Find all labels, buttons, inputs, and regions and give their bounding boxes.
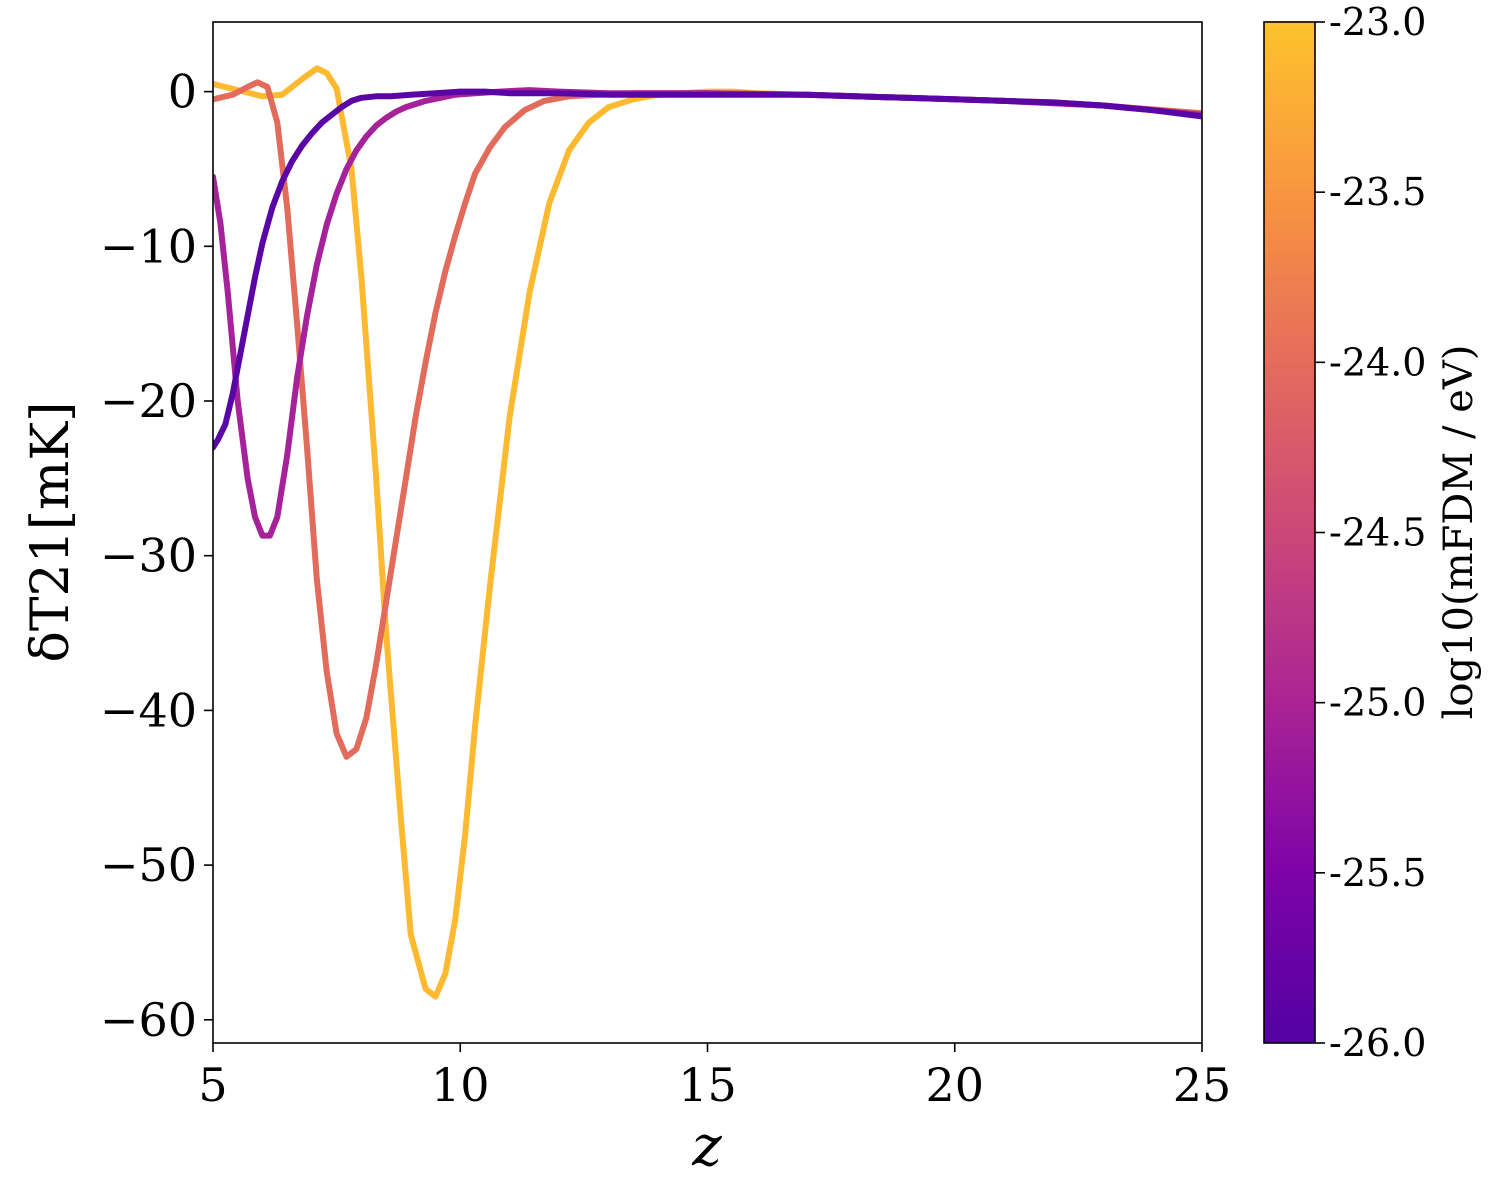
colorbar: -23.0 -23.5 -24.0 -24.5 -25.0 -25.5 -26.0 log1… (1263, 0, 1482, 1065)
colorbar-tick-label: -25.5 (1329, 851, 1426, 895)
colorbar-tick-label: -25.0 (1329, 681, 1426, 725)
y-tick-label: 0 (168, 65, 197, 119)
series-layer (213, 65, 1202, 1000)
y-tick-label: −30 (100, 529, 197, 583)
plot-frame (212, 21, 1203, 1044)
x-tick-label: 20 (925, 1058, 984, 1112)
y-tick-label: −50 (100, 838, 197, 892)
colorbar-tick-label: -24.0 (1329, 340, 1426, 384)
axis-layer: 5 10 15 20 25 0 −10 −20 −30 −40 −50 −60 (100, 65, 1231, 1112)
plot-area (213, 22, 1202, 1043)
x-tick-label: 15 (678, 1058, 737, 1112)
y-tick-label: −60 (100, 993, 197, 1047)
y-axis-title: δT21[mK] (21, 402, 81, 663)
colorbar-title: log10(mFDM / eV) (1436, 345, 1482, 720)
colorbar-label: log10(mFDM / eV) (1436, 345, 1482, 720)
colorbar-tick-label: -24.5 (1329, 511, 1426, 555)
colorbar-ticks: -23.0 -23.5 -24.0 -24.5 -25.0 -25.5 -26.0 (1315, 0, 1426, 1065)
y-axis-label: δT21[mK] (21, 402, 81, 663)
x-tick-label: 5 (198, 1058, 227, 1112)
series-line-4 (213, 88, 1202, 451)
colorbar-tick-label: -26.0 (1329, 1021, 1426, 1065)
y-tick-label: −40 (100, 683, 197, 737)
y-tick-label: −10 (100, 219, 197, 273)
y-tick-label: −20 (100, 374, 197, 428)
colorbar-gradient (1263, 21, 1316, 1044)
x-axis-label: z (691, 1114, 722, 1179)
colorbar-tick-label: -23.0 (1329, 0, 1426, 44)
x-axis-title: z (691, 1114, 722, 1179)
colorbar-tick-label: -23.5 (1329, 170, 1426, 214)
x-tick-label: 10 (431, 1058, 490, 1112)
x-tick-label: 25 (1173, 1058, 1232, 1112)
